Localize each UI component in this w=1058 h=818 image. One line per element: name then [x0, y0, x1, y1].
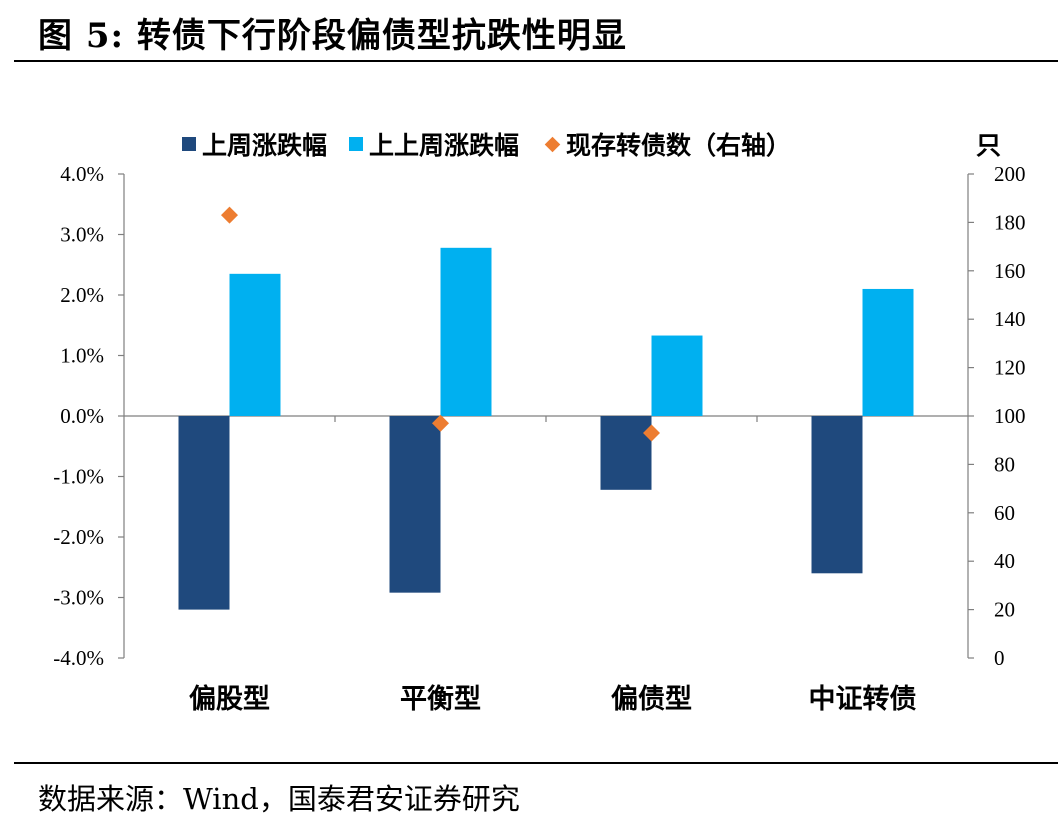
legend-swatch-last-week [182, 137, 196, 151]
bar-last-week [389, 416, 441, 593]
right-axis-tick-label: 0 [994, 646, 1005, 670]
right-axis-tick-label: 100 [994, 404, 1026, 428]
right-axis-tick-label: 160 [994, 259, 1026, 283]
legend-swatch-prev-week [349, 137, 364, 151]
legend-item-last-week: 上周涨跌幅 [182, 126, 327, 162]
category-label: 中证转债 [809, 684, 917, 715]
right-axis-tick-label: 20 [994, 598, 1015, 622]
count-marker [432, 414, 449, 432]
bar-last-week [600, 416, 652, 490]
legend-label-last-week: 上周涨跌幅 [202, 131, 328, 160]
source-note: 数据来源：Wind，国泰君安证券研究 [38, 782, 520, 816]
right-axis-tick-label: 80 [994, 452, 1015, 476]
right-axis-unit: 只 [976, 131, 1002, 160]
chart-legend: 上周涨跌幅 上上周涨跌幅 现存转债数（右轴） [182, 126, 813, 162]
category-label: 偏股型 [189, 684, 270, 715]
left-axis-tick-label: -3.0% [53, 586, 104, 610]
bar-last-week [178, 416, 230, 610]
right-axis-tick-label: 140 [994, 307, 1026, 331]
right-axis-tick-label: 40 [994, 549, 1015, 573]
category-label: 偏债型 [611, 684, 692, 715]
legend-item-count: 现存转债数（右轴） [541, 126, 791, 162]
left-axis-tick-label: -1.0% [53, 465, 104, 489]
bar-prev-week [651, 335, 703, 416]
bar-prev-week [229, 273, 281, 416]
right-axis-tick-label: 60 [994, 501, 1015, 525]
legend-item-prev-week: 上上周涨跌幅 [349, 126, 519, 162]
bar-prev-week [862, 288, 914, 416]
category-label: 平衡型 [400, 684, 481, 715]
count-marker [643, 424, 660, 442]
bottom-rule [14, 762, 1058, 764]
left-axis-tick-label: -2.0% [53, 525, 104, 549]
legend-label-prev-week: 上上周涨跌幅 [369, 131, 520, 160]
right-axis-tick-label: 180 [994, 210, 1026, 234]
legend-label-count: 现存转债数（右轴） [566, 131, 792, 160]
left-axis-tick-label: 4.0% [60, 162, 104, 186]
count-marker [221, 206, 238, 224]
left-axis-tick-label: 0.0% [60, 404, 104, 428]
left-axis-tick-label: 2.0% [60, 283, 104, 307]
right-axis-tick-label: 120 [994, 356, 1026, 380]
right-axis-tick-label: 200 [994, 162, 1026, 186]
figure-title: 图 5: 转债下行阶段偏债型抗跌性明显 [38, 16, 627, 56]
bar-prev-week [440, 247, 492, 416]
left-axis-tick-label: 3.0% [60, 223, 104, 247]
bar-last-week [811, 416, 863, 574]
left-axis-tick-label: 1.0% [60, 344, 104, 368]
top-rule [14, 60, 1058, 62]
left-axis-tick-label: -4.0% [53, 646, 104, 670]
